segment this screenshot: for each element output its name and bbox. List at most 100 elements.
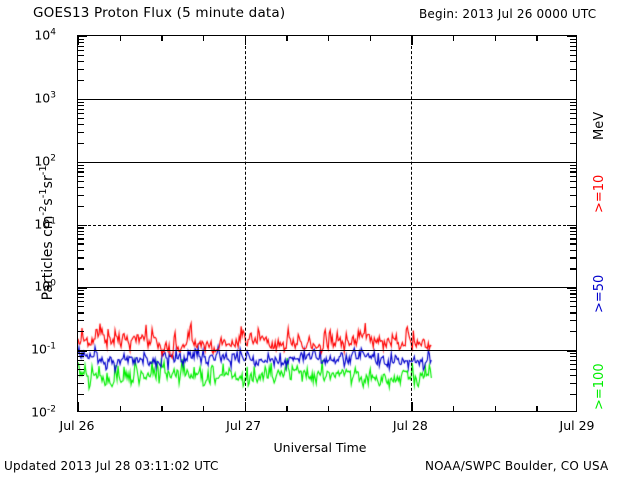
y-axis-minor-tick: [570, 45, 576, 47]
y-axis-minor-tick: [78, 268, 84, 270]
gridline-horizontal: [78, 98, 576, 100]
x-axis-minor-tick: [453, 406, 455, 411]
x-axis-major-tick: [78, 36, 80, 45]
y-axis-major-tick: [78, 287, 87, 289]
y-axis-minor-tick: [78, 301, 84, 303]
y-axis-minor-tick: [570, 123, 576, 126]
y-axis-tick-label: 10-1: [31, 341, 56, 357]
flux-traces-canvas: [78, 36, 576, 411]
y-axis-minor-tick: [78, 205, 84, 207]
y-axis-minor-tick: [78, 230, 84, 232]
y-axis-minor-tick: [78, 101, 84, 103]
y-axis-minor-tick: [78, 293, 84, 295]
y-axis-minor-tick: [78, 227, 84, 229]
y-axis-minor-tick: [78, 364, 84, 366]
x-axis-minor-tick: [119, 406, 121, 411]
x-axis-minor-tick: [161, 36, 163, 41]
y-axis-minor-tick: [78, 297, 84, 299]
x-axis-minor-tick: [203, 406, 205, 411]
y-axis-minor-tick: [78, 79, 84, 82]
y-axis-minor-tick: [78, 61, 84, 63]
y-axis-minor-tick: [78, 369, 84, 371]
y-axis-minor-tick: [570, 112, 576, 114]
y-axis-tick-label: 100: [34, 278, 56, 294]
y-axis-minor-tick: [570, 353, 576, 355]
y-axis-minor-tick: [78, 331, 84, 333]
y-axis-minor-tick: [78, 117, 84, 119]
x-axis-major-tick: [411, 402, 413, 411]
x-axis-minor-tick: [536, 406, 538, 411]
y-axis-minor-tick: [570, 290, 576, 292]
y-axis-minor-tick: [78, 394, 84, 396]
y-axis-minor-tick: [570, 171, 576, 173]
y-axis-minor-tick: [78, 68, 84, 71]
x-axis-minor-tick: [328, 36, 330, 41]
y-axis-minor-tick: [78, 312, 84, 314]
y-axis-minor-tick: [570, 180, 576, 182]
y-axis-minor-tick: [570, 104, 576, 107]
x-axis-minor-tick: [453, 36, 455, 41]
y-axis-minor-tick: [570, 108, 576, 110]
y-axis-minor-tick: [570, 331, 576, 333]
y-axis-minor-tick: [78, 167, 84, 169]
y-axis-minor-tick: [78, 238, 84, 240]
y-axis-minor-tick: [570, 238, 576, 240]
y-axis-minor-tick: [570, 394, 576, 396]
legend-ge10-mev: >=10: [592, 174, 607, 213]
y-axis-minor-tick: [78, 42, 84, 44]
x-axis-major-tick: [411, 36, 413, 45]
y-axis-minor-tick: [570, 194, 576, 196]
y-axis-minor-tick: [78, 123, 84, 126]
legend-unit-mev: MeV: [592, 111, 607, 140]
y-axis-minor-tick: [78, 38, 84, 41]
y-axis-major-tick: [567, 224, 576, 226]
y-axis-tick-label: 10-2: [31, 404, 56, 420]
y-axis-minor-tick: [78, 49, 84, 52]
y-axis-major-tick: [78, 36, 87, 38]
x-axis-minor-tick: [161, 406, 163, 411]
y-axis-minor-tick: [78, 142, 84, 144]
y-axis-major-tick: [78, 98, 87, 101]
page-title: GOES13 Proton Flux (5 minute data): [33, 5, 286, 21]
y-axis-minor-tick: [78, 356, 84, 358]
x-axis-tick-label: Jul 28: [392, 418, 428, 433]
x-axis-minor-tick: [369, 36, 371, 41]
x-axis-minor-tick: [494, 36, 496, 41]
y-axis-minor-tick: [570, 293, 576, 295]
y-axis-minor-tick: [570, 68, 576, 71]
y-axis-minor-tick: [78, 249, 84, 251]
y-axis-minor-tick: [570, 79, 576, 82]
y-axis-minor-tick: [570, 205, 576, 207]
y-axis-minor-tick: [570, 356, 576, 358]
gridline-horizontal-dashed: [78, 224, 576, 226]
y-axis-title: Particles cm-2s-1sr-1: [38, 165, 56, 301]
y-axis-major-tick: [78, 224, 87, 226]
y-axis-minor-tick: [570, 54, 576, 57]
x-axis-major-tick: [244, 36, 247, 45]
x-axis-minor-tick: [536, 36, 538, 41]
x-axis-major-tick: [244, 402, 247, 411]
updated-timestamp: Updated 2013 Jul 28 03:11:02 UTC: [4, 459, 219, 473]
y-axis-minor-tick: [78, 359, 84, 362]
y-axis-minor-tick: [570, 320, 576, 322]
y-axis-minor-tick: [570, 61, 576, 63]
y-axis-minor-tick: [78, 234, 84, 236]
y-axis-minor-tick: [78, 306, 84, 308]
y-axis-major-tick: [78, 161, 87, 164]
x-axis-title: Universal Time: [273, 440, 367, 455]
y-axis-minor-tick: [570, 383, 576, 385]
y-axis-tick-label: 103: [34, 90, 56, 106]
y-axis-major-tick: [78, 350, 87, 352]
chart-plot-area: [77, 35, 577, 412]
y-axis-minor-tick: [78, 180, 84, 182]
y-axis-minor-tick: [570, 243, 576, 245]
x-axis-tick-label: Jul 26: [59, 418, 95, 433]
y-axis-minor-tick: [78, 131, 84, 133]
provider-credit: NOAA/SWPC Boulder, CO USA: [425, 459, 609, 473]
legend-ge50-mev: >=50: [592, 274, 607, 313]
y-axis-minor-tick: [570, 38, 576, 41]
y-axis-major-tick: [567, 287, 576, 289]
y-axis-minor-tick: [570, 268, 576, 270]
y-axis-minor-tick: [78, 383, 84, 385]
y-axis-minor-tick: [570, 42, 576, 44]
